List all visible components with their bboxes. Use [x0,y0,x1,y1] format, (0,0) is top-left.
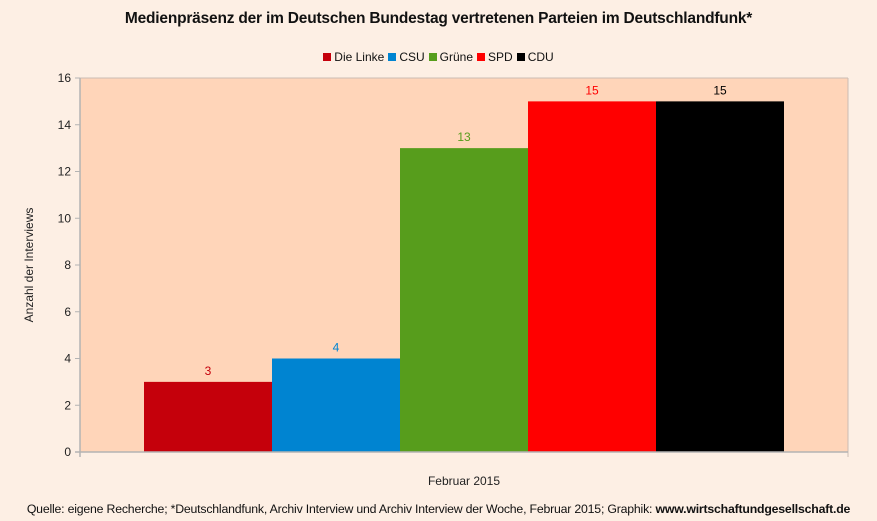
chart-title: Medienpräsenz der im Deutschen Bundestag… [124,10,753,27]
data-label: 4 [333,341,340,355]
bar-gr-ne [400,148,528,452]
y-tick-label: 0 [64,445,71,459]
legend-item: SPD [477,50,513,64]
bar-die-linke [144,381,272,452]
legend-swatch [516,53,525,61]
legend-swatch [323,53,332,61]
source-footer: Quelle: eigene Recherche; *Deutschlandfu… [0,502,877,516]
legend-label: Grüne [439,50,474,64]
y-tick-label: 8 [64,258,71,272]
y-tick-label: 2 [64,398,71,412]
legend-swatch [428,53,437,61]
y-tick-label: 4 [64,352,71,366]
legend-label: CDU [527,50,554,64]
data-label: 13 [457,130,471,144]
y-tick-label: 6 [64,305,71,319]
legend-swatch [477,53,486,61]
data-label: 3 [205,364,212,378]
source-link[interactable]: www.wirtschaftundgesellschaft.de [655,502,851,516]
data-label: 15 [585,83,599,97]
bar-csu [272,358,400,452]
bar-spd [528,101,656,452]
legend-item: Die Linke [323,50,384,64]
legend-label: Die Linke [334,50,385,64]
source-text: Quelle: eigene Recherche; *Deutschlandfu… [26,502,656,516]
y-tick-label: 14 [58,118,72,132]
legend-item: CSU [388,50,425,64]
x-axis-label: Februar 2015 [428,474,500,488]
y-tick-label: 12 [58,165,72,179]
y-tick-label: 16 [58,71,72,85]
legend-item: Grüne [428,50,474,64]
legend-label: SPD [488,50,513,64]
legend: Die Linke CSU Grüne SPD CDU [0,50,877,64]
y-axis-label: Anzahl der Interviews [22,208,36,323]
legend-label: CSU [399,50,425,64]
legend-item: CDU [516,50,554,64]
bar-cdu [656,101,784,452]
y-tick-label: 10 [58,211,72,225]
data-label: 15 [713,83,727,97]
legend-swatch [388,53,397,61]
